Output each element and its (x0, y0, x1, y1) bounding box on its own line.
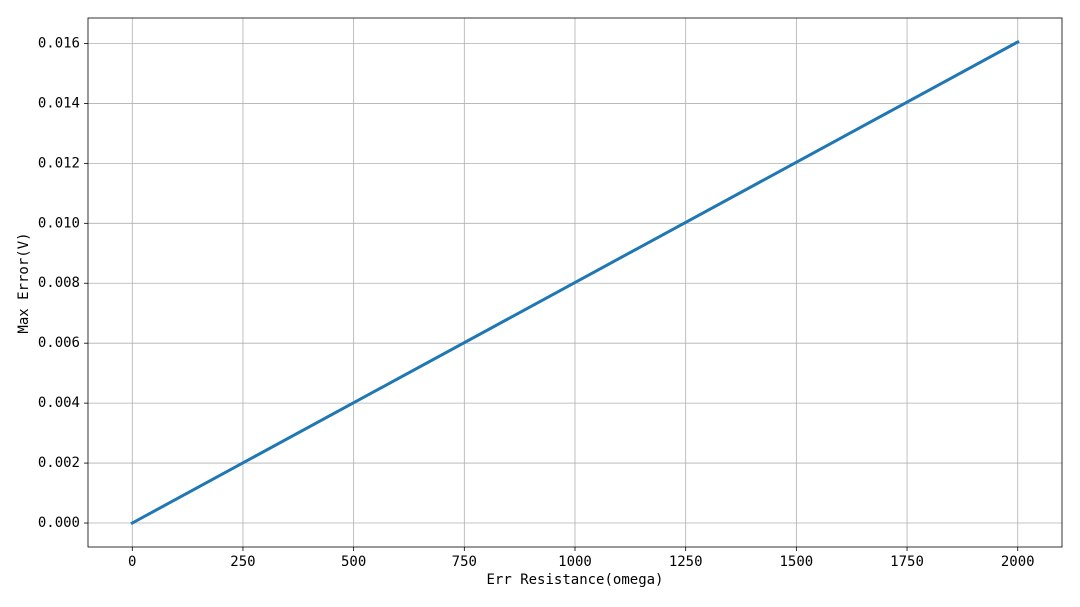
x-tick-label: 500 (341, 554, 366, 570)
x-axis-label: Err Resistance(omega) (486, 572, 663, 588)
y-tick-label: 0.012 (38, 155, 80, 171)
y-tick-label: 0.000 (38, 515, 80, 531)
x-tick-label: 750 (452, 554, 477, 570)
x-tick-label: 2000 (1001, 554, 1035, 570)
y-tick-label: 0.016 (38, 35, 80, 51)
x-tick-label: 1500 (780, 554, 814, 570)
plot-frame (87, 17, 1063, 548)
line (130, 39, 1020, 526)
x-tick-label: 1750 (890, 554, 924, 570)
x-tick-label: 250 (230, 554, 255, 570)
x-tick-label: 0 (128, 554, 136, 570)
x-tick-label: 1250 (669, 554, 703, 570)
y-tick-label: 0.004 (38, 395, 80, 411)
y-tick-label: 0.010 (38, 215, 80, 231)
y-tick-label: 0.008 (38, 275, 80, 291)
y-axis-label: Max Error(V) (16, 232, 32, 333)
x-tick-label: 1000 (558, 554, 592, 570)
y-tick-label: 0.014 (38, 95, 80, 111)
y-tick-label: 0.002 (38, 455, 80, 471)
y-tick-label: 0.006 (38, 335, 80, 351)
